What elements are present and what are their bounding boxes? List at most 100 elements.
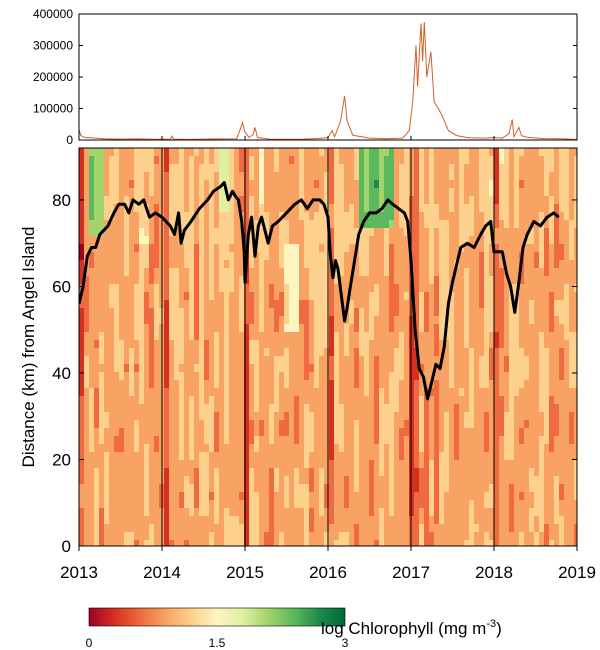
- heatmap-cell: [559, 236, 565, 245]
- heatmap-cell: [199, 500, 205, 509]
- heatmap-cell: [419, 460, 425, 469]
- heatmap-cell: [319, 324, 325, 333]
- heatmap-cell: [79, 364, 85, 373]
- heatmap-cell: [219, 396, 225, 405]
- heatmap-cell: [134, 228, 140, 237]
- heatmap-cell: [119, 252, 125, 261]
- heatmap-cell: [194, 436, 200, 445]
- heatmap-cell: [549, 156, 555, 165]
- heatmap-cell: [529, 508, 535, 517]
- heatmap-cell: [209, 508, 215, 517]
- heatmap-cell: [519, 292, 525, 301]
- heatmap-cell: [364, 228, 370, 237]
- heatmap-cell: [489, 396, 495, 405]
- heatmap-cell: [559, 508, 565, 517]
- heatmap-cell: [364, 300, 370, 309]
- heatmap-cell: [529, 372, 535, 381]
- heatmap-cell: [239, 204, 245, 213]
- heatmap-cell: [409, 492, 415, 501]
- heatmap-cell: [234, 356, 240, 365]
- heatmap-cell: [269, 348, 275, 357]
- heatmap-cell: [334, 180, 340, 189]
- heatmap-cell: [464, 260, 470, 269]
- heatmap-cell: [174, 412, 180, 421]
- heatmap-cell: [559, 332, 565, 341]
- heatmap-cell: [289, 412, 295, 421]
- heatmap-cell: [89, 300, 95, 309]
- heatmap-cell: [104, 324, 110, 333]
- heatmap-cell: [309, 380, 315, 389]
- heatmap-cell: [434, 524, 440, 533]
- heatmap-cell: [449, 236, 455, 245]
- heatmap-cell: [409, 388, 415, 397]
- heatmap-cell: [534, 396, 540, 405]
- heatmap-cell: [214, 316, 220, 325]
- heatmap-cell: [304, 324, 310, 333]
- heatmap-cell: [179, 540, 185, 546]
- heatmap-cell: [499, 492, 505, 501]
- heatmap-cell: [449, 148, 455, 157]
- heatmap-cell: [474, 180, 480, 189]
- heatmap-cell: [184, 180, 190, 189]
- heatmap-cell: [489, 476, 495, 485]
- heatmap-cell: [399, 276, 405, 285]
- heatmap-cell: [399, 228, 405, 237]
- heatmap-cell: [559, 468, 565, 477]
- heatmap-cell: [514, 172, 520, 181]
- heatmap-cell: [504, 452, 510, 461]
- heatmap-cell: [334, 228, 340, 237]
- heatmap-cell: [304, 180, 310, 189]
- heatmap-cell: [559, 516, 565, 525]
- heatmap-cell: [514, 444, 520, 453]
- heatmap-cell: [519, 188, 525, 197]
- heatmap-cell: [89, 172, 95, 181]
- heatmap-cell: [369, 372, 375, 381]
- heatmap-cell: [274, 492, 280, 501]
- heatmap-cell: [119, 172, 125, 181]
- heatmap-cell: [369, 252, 375, 261]
- heatmap-cell: [204, 228, 210, 237]
- heatmap-cell: [284, 452, 290, 461]
- heatmap-cell: [279, 516, 285, 525]
- heatmap-cell: [289, 300, 295, 309]
- heatmap-cell: [279, 156, 285, 165]
- heatmap-cell: [299, 276, 305, 285]
- heatmap-cell: [454, 148, 460, 157]
- heatmap-cell: [359, 180, 365, 189]
- heatmap-cell: [259, 236, 265, 245]
- heatmap-cell: [489, 412, 495, 421]
- heatmap-cell: [374, 524, 380, 533]
- heatmap-cell: [454, 516, 460, 525]
- heatmap-cell: [314, 444, 320, 453]
- heatmap-cell: [389, 228, 395, 237]
- heatmap-cell: [564, 396, 570, 405]
- heatmap-cell: [109, 188, 115, 197]
- heatmap-cell: [239, 164, 245, 173]
- heatmap-cell: [539, 396, 545, 405]
- heatmap-cell: [344, 500, 350, 509]
- heatmap-cell: [134, 340, 140, 349]
- heatmap-cell: [514, 356, 520, 365]
- heatmap-cell: [414, 428, 420, 437]
- heatmap-cell: [219, 532, 225, 541]
- heatmap-cell: [319, 500, 325, 509]
- heatmap-cell: [79, 308, 85, 317]
- heatmap-cell: [404, 500, 410, 509]
- heatmap-cell: [269, 356, 275, 365]
- heatmap-cell: [179, 476, 185, 485]
- heatmap-cell: [394, 164, 400, 173]
- heatmap-cell: [534, 196, 540, 205]
- heatmap-cell: [124, 508, 130, 517]
- heatmap-cell: [94, 476, 100, 485]
- heatmap-cell: [559, 540, 565, 546]
- heatmap-cell: [169, 188, 175, 197]
- heatmap-cell: [229, 180, 235, 189]
- heatmap-cell: [504, 284, 510, 293]
- heatmap-cell: [324, 180, 330, 189]
- heatmap-cell: [289, 428, 295, 437]
- heatmap-cell: [194, 476, 200, 485]
- heatmap-cell: [574, 260, 577, 269]
- heatmap-cell: [359, 460, 365, 469]
- heatmap-cell: [449, 260, 455, 269]
